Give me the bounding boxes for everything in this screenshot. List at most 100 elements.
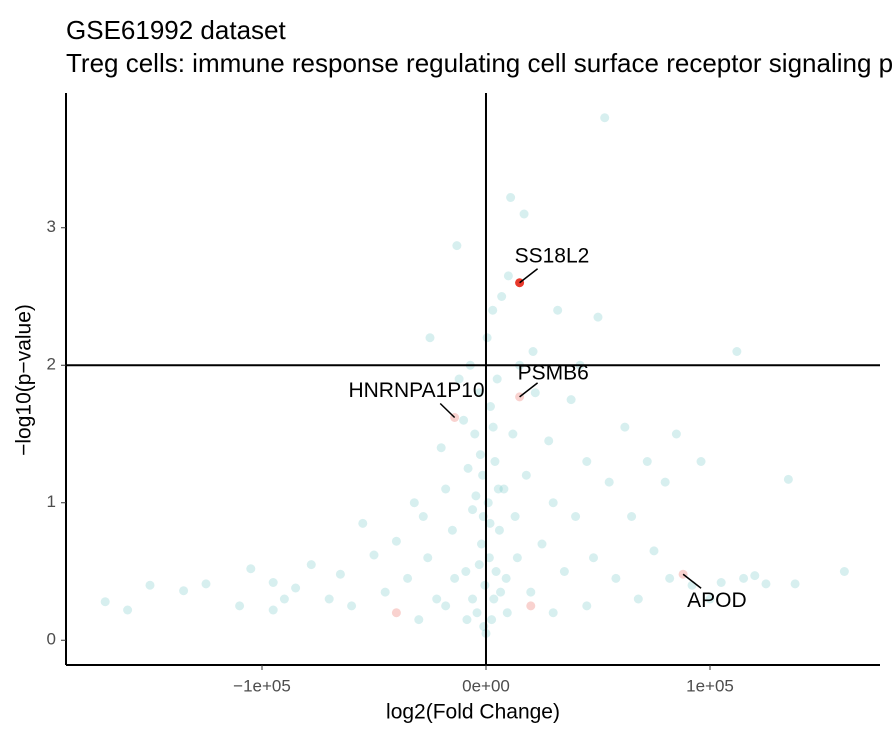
x-tick-label: −1e+05 [233, 676, 291, 695]
point [502, 608, 512, 618]
y-tick-label: 1 [47, 492, 56, 511]
point [484, 553, 494, 563]
point [477, 539, 487, 549]
point [496, 587, 506, 597]
point [418, 512, 428, 521]
point [633, 594, 643, 604]
point [471, 491, 481, 501]
point [620, 422, 630, 432]
point [470, 429, 480, 439]
point [474, 560, 484, 570]
point [447, 525, 457, 535]
point [649, 546, 659, 556]
point [611, 573, 621, 583]
leader-line [519, 268, 539, 284]
point [571, 512, 581, 521]
point [739, 573, 749, 583]
point [425, 333, 435, 343]
point [526, 601, 536, 611]
point [201, 579, 211, 589]
y-tick-label: 2 [47, 355, 56, 374]
point [501, 573, 511, 583]
point [548, 608, 558, 618]
point [790, 579, 800, 589]
leader-line [519, 382, 539, 398]
point [452, 241, 462, 251]
point [491, 567, 501, 576]
point [512, 553, 522, 563]
point [732, 347, 742, 356]
point [391, 608, 401, 618]
point [519, 209, 529, 219]
point [461, 567, 471, 576]
point [503, 271, 513, 281]
point [468, 594, 478, 604]
point [582, 457, 592, 466]
point [432, 594, 442, 604]
point [642, 457, 652, 466]
point [463, 463, 473, 473]
point [475, 450, 485, 460]
point [526, 587, 536, 597]
point [268, 605, 278, 615]
point [235, 601, 245, 611]
point [497, 292, 507, 301]
x-tick-label: 1e+05 [686, 676, 734, 695]
point [521, 470, 531, 480]
chart-subtitle: Treg cells: immune response regulating c… [66, 48, 894, 78]
point-label: PSMB6 [518, 361, 589, 384]
x-axis-label: log2(Fold Change) [386, 701, 560, 724]
point [306, 560, 316, 570]
point [335, 569, 345, 579]
point [488, 422, 498, 432]
leader-line [439, 402, 456, 419]
point [450, 573, 460, 583]
point [537, 539, 547, 549]
point [324, 594, 334, 604]
point [566, 395, 576, 405]
point [553, 305, 563, 315]
point [544, 436, 554, 446]
point [145, 580, 155, 590]
point [291, 583, 301, 593]
point [441, 484, 451, 494]
point [589, 553, 599, 563]
point [488, 305, 498, 315]
point [482, 333, 492, 343]
point [750, 571, 760, 581]
point [528, 347, 538, 356]
point [696, 457, 706, 466]
point-label: SS18L2 [515, 244, 590, 267]
point [489, 594, 499, 604]
point [468, 505, 478, 515]
point [246, 564, 256, 574]
point [485, 402, 495, 411]
point [665, 573, 675, 583]
point [414, 615, 424, 625]
point [454, 374, 464, 384]
point [369, 550, 379, 560]
y-axis-label: −log10(p−value) [13, 304, 36, 456]
point [268, 578, 278, 587]
point [508, 429, 518, 439]
point [593, 312, 603, 322]
point [462, 615, 472, 625]
point [347, 601, 357, 611]
point [492, 374, 502, 384]
point [604, 477, 614, 487]
point-label: APOD [687, 589, 747, 612]
point [530, 388, 540, 398]
point [559, 567, 569, 576]
point [485, 518, 495, 528]
point [409, 498, 419, 508]
point [839, 567, 849, 576]
point [403, 573, 413, 583]
x-tick-label: 0e+00 [462, 676, 510, 695]
point [493, 484, 503, 494]
point [472, 608, 482, 618]
point [423, 553, 433, 563]
point [506, 193, 516, 202]
point [380, 587, 390, 597]
point [358, 518, 368, 528]
